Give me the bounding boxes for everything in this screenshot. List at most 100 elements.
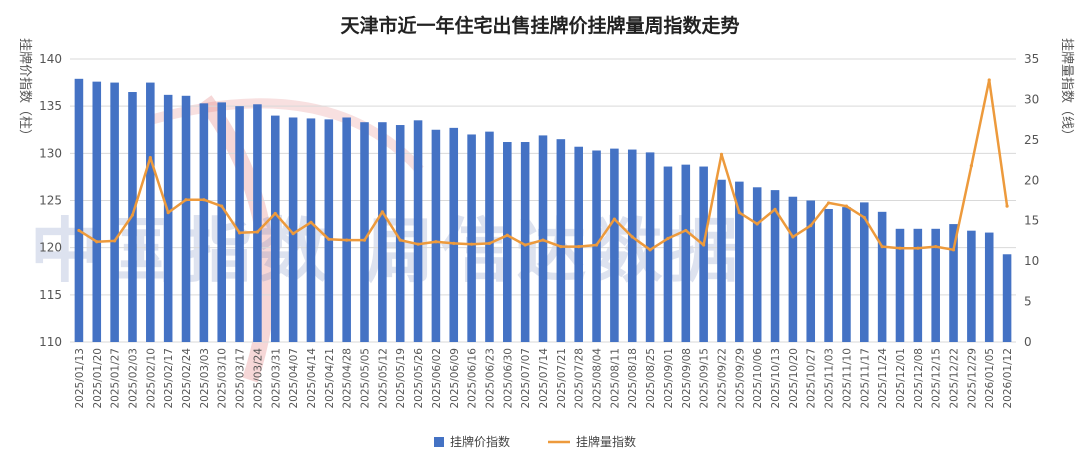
x-tick-label: 2025/10/20 xyxy=(788,348,800,409)
line-point xyxy=(755,222,759,226)
line-point xyxy=(327,237,331,241)
line-point xyxy=(237,231,242,235)
line-point xyxy=(630,235,634,239)
bar xyxy=(146,82,155,342)
bar xyxy=(324,119,334,342)
x-tick-label: 2025/05/19 xyxy=(395,348,407,409)
bar xyxy=(574,146,583,342)
line-point xyxy=(1005,204,1009,208)
line-point xyxy=(951,248,956,252)
line-point xyxy=(77,228,81,233)
line-point xyxy=(684,228,688,233)
x-tick-label: 2025/10/13 xyxy=(770,348,782,409)
x-tick-label: 2025/05/05 xyxy=(360,348,372,409)
x-tick-label: 2025/08/11 xyxy=(609,348,621,409)
y-right-tick-label: 30 xyxy=(1024,92,1039,106)
line-point xyxy=(916,246,920,250)
line-point xyxy=(434,240,438,244)
y-left-tick-label: 130 xyxy=(39,146,62,160)
x-tick-label: 2025/06/09 xyxy=(449,348,461,409)
line-series xyxy=(77,78,1009,252)
bar xyxy=(610,148,619,342)
x-tick-label: 2025/09/22 xyxy=(716,348,728,409)
bar xyxy=(520,142,530,342)
bar xyxy=(235,106,244,343)
line-point xyxy=(559,244,563,249)
line-point xyxy=(969,164,973,168)
line-point xyxy=(773,207,777,211)
bar xyxy=(645,152,655,342)
bar xyxy=(181,95,191,342)
bar xyxy=(717,179,726,342)
x-tick-label: 2025/11/10 xyxy=(841,348,853,409)
x-tick-label: 2025/02/17 xyxy=(163,348,175,409)
line-point xyxy=(505,233,509,237)
x-tick-label: 2025/09/29 xyxy=(734,348,746,409)
bar xyxy=(842,207,851,342)
y-left-tick-label: 115 xyxy=(39,288,62,302)
x-tick-label: 2026/01/05 xyxy=(984,348,996,409)
bar xyxy=(199,103,209,342)
bar xyxy=(503,142,512,342)
x-tick-label: 2025/03/03 xyxy=(199,348,211,409)
bar xyxy=(163,94,173,342)
x-tick-label: 2025/06/23 xyxy=(484,348,496,409)
bar xyxy=(681,164,691,342)
watermark-arc xyxy=(148,98,424,174)
bar xyxy=(699,166,708,342)
line-point xyxy=(594,243,599,247)
bar xyxy=(967,230,976,342)
line-point xyxy=(612,217,616,221)
x-tick-label: 2025/11/03 xyxy=(824,348,836,409)
y-left-tick-label: 125 xyxy=(39,194,62,208)
line-point xyxy=(113,239,117,243)
x-tick-label: 2025/04/07 xyxy=(288,348,300,409)
line-point xyxy=(273,211,277,216)
x-tick-label: 2025/05/26 xyxy=(413,348,425,409)
x-tick-label: 2025/04/14 xyxy=(306,348,318,409)
x-tick-label: 2025/04/21 xyxy=(324,348,336,409)
legend: 挂牌价指数 挂牌量指数 xyxy=(434,434,636,449)
bar xyxy=(824,208,833,342)
line-point xyxy=(719,152,724,157)
line-point xyxy=(487,241,492,245)
x-tick-label: 2025/04/28 xyxy=(342,348,354,409)
x-tick-label: 2025/02/03 xyxy=(127,348,139,409)
line-point xyxy=(737,211,741,215)
y-right-axis: 0 5 10 15 20 25 30 35 xyxy=(1024,52,1039,349)
bar xyxy=(449,127,459,342)
line-point xyxy=(541,238,545,242)
x-tick-label: 2025/08/18 xyxy=(627,348,639,409)
bar xyxy=(913,228,923,342)
line-point xyxy=(148,156,152,160)
line-point xyxy=(523,243,527,247)
line-point xyxy=(898,246,902,250)
x-tick-label: 2025/11/17 xyxy=(859,348,871,409)
line-point xyxy=(416,242,420,246)
x-tick-label: 2025/12/08 xyxy=(913,348,925,409)
bar xyxy=(806,200,816,342)
bar xyxy=(360,122,369,342)
x-tick-label: 2025/03/17 xyxy=(235,348,247,409)
y-right-tick-label: 15 xyxy=(1024,214,1039,228)
bar xyxy=(217,102,227,342)
bar xyxy=(859,202,869,342)
line-point xyxy=(95,240,99,244)
x-tick-label: 2025/03/24 xyxy=(252,348,264,409)
line-point xyxy=(577,244,581,249)
y-right-tick-label: 10 xyxy=(1024,254,1039,268)
line-point xyxy=(809,223,813,228)
bar-series xyxy=(74,78,1012,343)
bar xyxy=(395,125,405,343)
bar xyxy=(431,129,441,342)
y-left-tick-label: 140 xyxy=(39,52,62,66)
bar xyxy=(949,224,958,342)
x-tick-label: 2025/06/02 xyxy=(431,348,443,409)
line-point xyxy=(345,238,349,242)
bar xyxy=(92,81,102,342)
bar xyxy=(627,149,637,342)
x-tick-label: 2025/05/12 xyxy=(377,348,389,409)
line-point xyxy=(220,204,224,208)
legend-bar-swatch xyxy=(434,437,444,447)
